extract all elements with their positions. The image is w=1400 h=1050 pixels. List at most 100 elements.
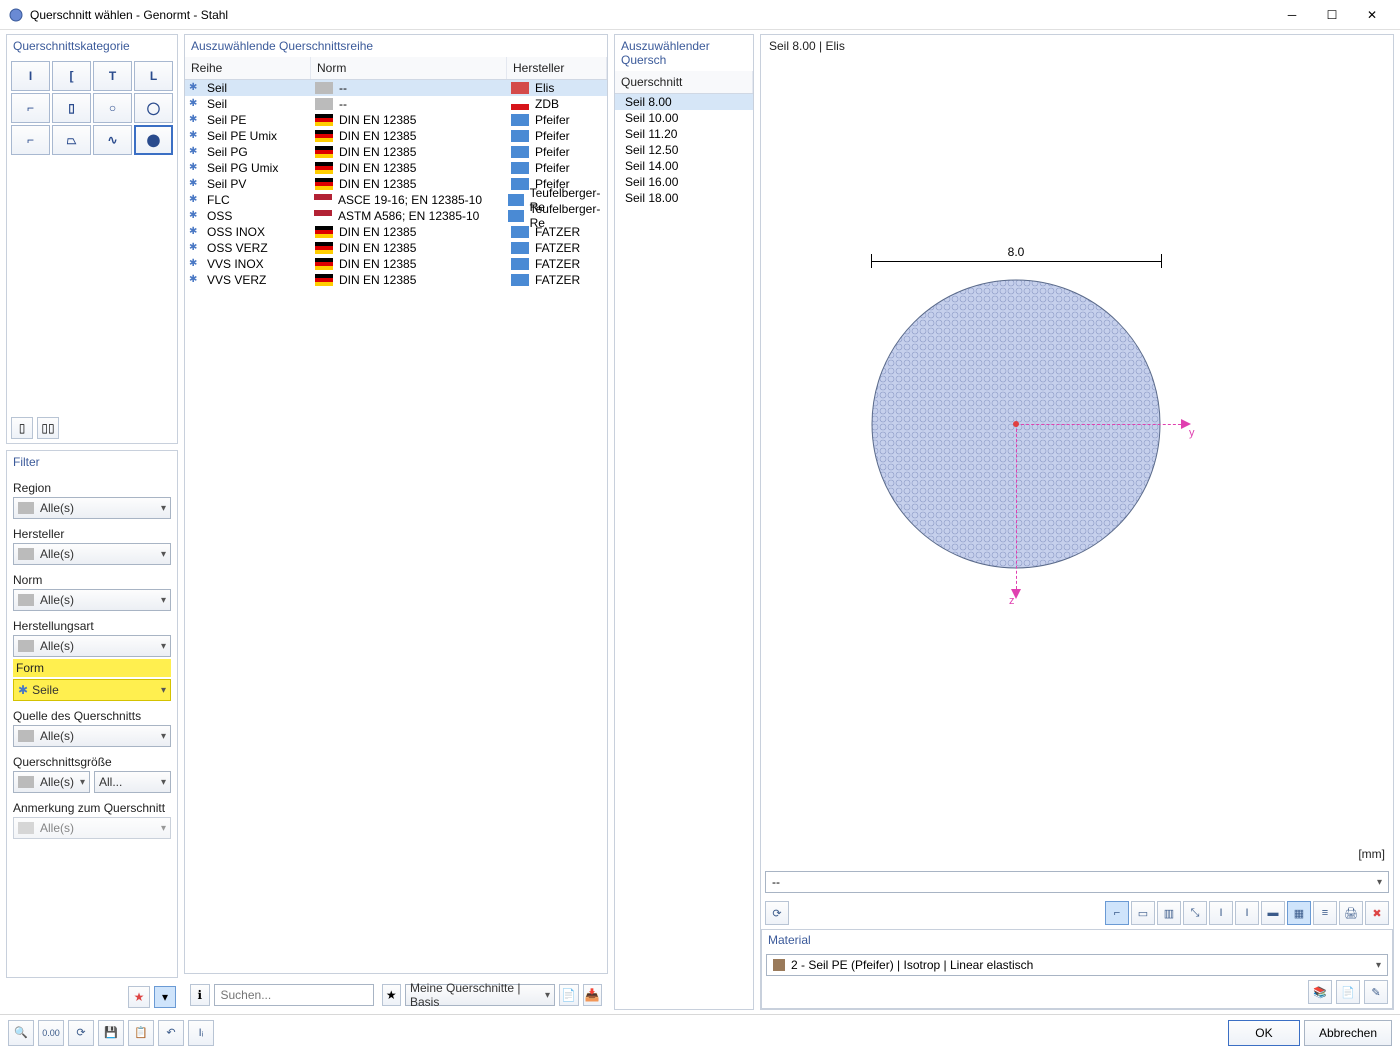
preview-header: Seil 8.00 | Elis: [761, 35, 1393, 57]
category-button-1[interactable]: [: [52, 61, 91, 91]
size-row[interactable]: Seil 18.00: [615, 190, 753, 206]
category-button-5[interactable]: ▯: [52, 93, 91, 123]
unit-label: [mm]: [1358, 847, 1385, 861]
filter-label: Norm: [13, 567, 171, 587]
filter-label: Region: [13, 475, 171, 495]
size-row[interactable]: Seil 10.00: [615, 110, 753, 126]
note-combo[interactable]: Alle(s)▾: [13, 817, 171, 839]
sizes-col[interactable]: Querschnitt: [615, 71, 753, 93]
new-section-icon[interactable]: 📄: [559, 984, 579, 1006]
sb-search-icon[interactable]: 🔍: [8, 1020, 34, 1046]
filter-label: Quelle des Querschnitts: [13, 703, 171, 723]
series-row[interactable]: ✱Seil PG UmixDIN EN 12385Pfeifer: [185, 160, 607, 176]
size-row[interactable]: Seil 11.20: [615, 126, 753, 142]
sb-info-icon[interactable]: Iᵢ: [188, 1020, 214, 1046]
category-button-9[interactable]: ⏢: [52, 125, 91, 155]
series-row[interactable]: ✱OSS INOXDIN EN 12385FATZER: [185, 224, 607, 240]
series-row[interactable]: ✱Seil--Elis: [185, 80, 607, 96]
series-row[interactable]: ✱VVS VERZDIN EN 12385FATZER: [185, 272, 607, 288]
titlebar: Querschnitt wählen - Genormt - Stahl ─ ☐…: [0, 0, 1400, 30]
category-button-7[interactable]: ◯: [134, 93, 173, 123]
series-row[interactable]: ✱Seil PE UmixDIN EN 12385Pfeifer: [185, 128, 607, 144]
category-button-6[interactable]: ○: [93, 93, 132, 123]
series-row[interactable]: ✱Seil PEDIN EN 12385Pfeifer: [185, 112, 607, 128]
tool-dim-icon[interactable]: ▭: [1131, 901, 1155, 925]
tool-delete-icon[interactable]: ✖: [1365, 901, 1389, 925]
info-icon[interactable]: ℹ: [190, 984, 210, 1006]
import-section-icon[interactable]: 📥: [583, 984, 603, 1006]
close-button[interactable]: ✕: [1352, 0, 1392, 30]
material-edit-icon[interactable]: ✎: [1364, 980, 1388, 1004]
series-row[interactable]: ✱OSSASTM A586; EN 12385-10Teufelberger-R…: [185, 208, 607, 224]
material-title: Material: [762, 930, 1392, 950]
tool-values-icon[interactable]: ▥: [1157, 901, 1181, 925]
size-row[interactable]: Seil 16.00: [615, 174, 753, 190]
preview-panel: Seil 8.00 | Elis 8.0: [760, 34, 1394, 1010]
my-sections-combo[interactable]: Meine Querschnitte | Basis ▾: [405, 984, 555, 1006]
dimension-label: 8.0: [1008, 245, 1025, 259]
preview-toolbar: ⟳ ⌐ ▭ ▥ ⤡ I I ▬ ▦ ≡ 🖨 ✖: [761, 897, 1393, 929]
category-button-3[interactable]: L: [134, 61, 173, 91]
sb-save-icon[interactable]: 💾: [98, 1020, 124, 1046]
search-input[interactable]: [214, 984, 374, 1006]
tool-i2-icon[interactable]: I: [1235, 901, 1259, 925]
sizes-panel: Auszuwählender Quersch Querschnitt Seil …: [614, 34, 754, 1010]
size-row[interactable]: Seil 8.00: [615, 94, 753, 110]
sb-undo-icon[interactable]: ↶: [158, 1020, 184, 1046]
category-button-0[interactable]: I: [11, 61, 50, 91]
category-button-8[interactable]: ⌐: [11, 125, 50, 155]
tool-grid-icon[interactable]: ▦: [1287, 901, 1311, 925]
tool-print-icon[interactable]: 🖨: [1339, 901, 1363, 925]
category-button-2[interactable]: T: [93, 61, 132, 91]
material-new-icon[interactable]: 📄: [1336, 980, 1360, 1004]
my-sections-label: Meine Querschnitte | Basis: [410, 981, 545, 1009]
material-swatch-icon: [773, 959, 785, 971]
cancel-button[interactable]: Abbrechen: [1304, 1020, 1392, 1046]
view-double-icon[interactable]: ▯▯: [37, 417, 59, 439]
series-col-name[interactable]: Reihe: [185, 57, 311, 79]
filter-combo[interactable]: Alle(s)▾: [13, 497, 171, 519]
filter-combo[interactable]: ✱Seile▾: [13, 679, 171, 701]
size-all-combo[interactable]: All...▾: [94, 771, 171, 793]
filter-combo[interactable]: Alle(s)▾: [13, 543, 171, 565]
series-row[interactable]: ✱VVS INOXDIN EN 12385FATZER: [185, 256, 607, 272]
filter-title: Filter: [7, 451, 177, 473]
tool-list-icon[interactable]: ≡: [1313, 901, 1337, 925]
preview-canvas: 8.0 y z: [761, 57, 1393, 867]
filter-combo[interactable]: Alle(s)▾: [13, 589, 171, 611]
filter-combo[interactable]: Alle(s)▾: [13, 725, 171, 747]
category-panel: Querschnittskategorie I[TL⌐▯○◯⌐⏢∿⬤ ▯ ▯▯: [6, 34, 178, 444]
minimize-button[interactable]: ─: [1272, 0, 1312, 30]
sb-refresh-icon[interactable]: ⟳: [68, 1020, 94, 1046]
category-button-10[interactable]: ∿: [93, 125, 132, 155]
filter-combo[interactable]: Alle(s)▾: [13, 635, 171, 657]
series-col-norm[interactable]: Norm: [311, 57, 507, 79]
size-combo[interactable]: Alle(s)▾: [13, 771, 90, 793]
series-row[interactable]: ✱Seil--ZDB: [185, 96, 607, 112]
tool-box-icon[interactable]: ▬: [1261, 901, 1285, 925]
view-single-icon[interactable]: ▯: [11, 417, 33, 439]
sb-copy-icon[interactable]: 📋: [128, 1020, 154, 1046]
filter-label: Hersteller: [13, 521, 171, 541]
size-row[interactable]: Seil 12.50: [615, 142, 753, 158]
sb-units-icon[interactable]: 0.00: [38, 1020, 64, 1046]
favorite-toggle[interactable]: ★: [128, 986, 150, 1008]
tool-axes-icon[interactable]: ⌐: [1105, 901, 1129, 925]
series-row[interactable]: ✱Seil PGDIN EN 12385Pfeifer: [185, 144, 607, 160]
tool-refresh-icon[interactable]: ⟳: [765, 901, 789, 925]
material-lib-icon[interactable]: 📚: [1308, 980, 1332, 1004]
series-col-maker[interactable]: Hersteller: [507, 57, 607, 79]
preview-dropdown[interactable]: -- ▾: [765, 871, 1389, 893]
ok-button[interactable]: OK: [1228, 1020, 1300, 1046]
category-button-4[interactable]: ⌐: [11, 93, 50, 123]
material-combo[interactable]: 2 - Seil PE (Pfeifer) | Isotrop | Linear…: [766, 954, 1388, 976]
maximize-button[interactable]: ☐: [1312, 0, 1352, 30]
add-favorite-icon[interactable]: ★: [382, 984, 402, 1006]
size-label: Querschnittsgröße: [13, 749, 171, 769]
tool-i-icon[interactable]: I: [1209, 901, 1233, 925]
category-button-11[interactable]: ⬤: [134, 125, 173, 155]
size-row[interactable]: Seil 14.00: [615, 158, 753, 174]
filter-toggle[interactable]: ▾: [154, 986, 176, 1008]
series-row[interactable]: ✱OSS VERZDIN EN 12385FATZER: [185, 240, 607, 256]
tool-principal-icon[interactable]: ⤡: [1183, 901, 1207, 925]
